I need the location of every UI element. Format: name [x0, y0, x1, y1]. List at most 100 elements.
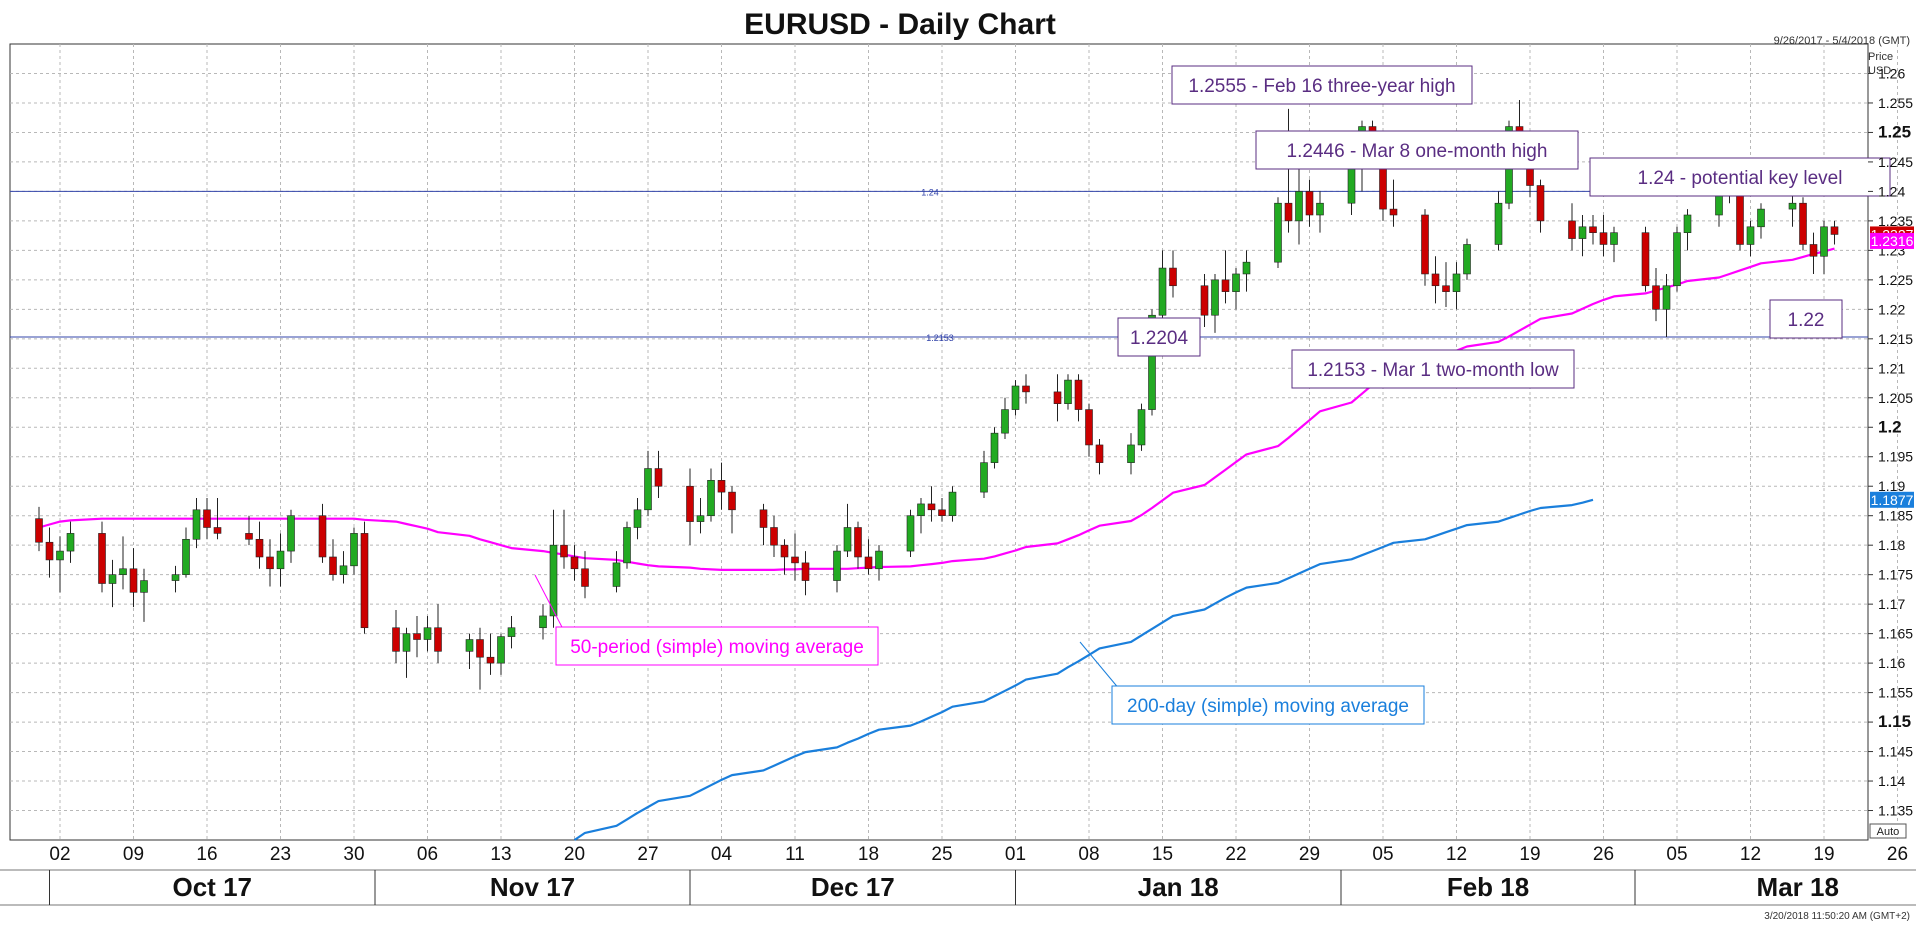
y-tick-label: 1.245	[1878, 154, 1913, 170]
candle-body	[1820, 226, 1828, 257]
price-badge	[1870, 232, 1914, 249]
candle	[182, 527, 190, 578]
candle-body	[140, 580, 148, 593]
candle	[1662, 273, 1671, 338]
candle	[1652, 268, 1660, 322]
y-tick-label: 1.2	[1878, 417, 1902, 436]
auto-scale-label[interactable]: Auto	[1877, 826, 1900, 838]
candle	[1053, 374, 1062, 422]
candle	[1568, 203, 1576, 251]
candle-body	[623, 527, 631, 564]
y-tick-label: 1.165	[1878, 626, 1913, 642]
y-tick-label: 1.24	[1878, 183, 1905, 199]
annotation-box	[1117, 317, 1201, 357]
candle	[1683, 209, 1692, 251]
annotation-text: 1.2446 - Mar 8 one-month high	[1287, 141, 1548, 162]
candle-body	[507, 627, 516, 637]
candle-body	[1074, 379, 1083, 410]
candle-body	[696, 515, 705, 522]
candle-body	[917, 503, 925, 517]
candle-body	[1641, 232, 1650, 287]
candle	[927, 486, 936, 522]
y-tick-label: 1.26	[1878, 65, 1905, 81]
candle-body	[497, 636, 505, 664]
candle	[266, 539, 274, 587]
x-tick-label: 19	[1813, 844, 1834, 865]
candle-body	[1316, 202, 1324, 216]
candle-body	[948, 491, 957, 517]
candle-body	[539, 615, 547, 629]
candle-body	[833, 550, 841, 581]
candle-body	[318, 515, 327, 558]
candle	[45, 527, 54, 578]
y-tick-label: 1.14	[1878, 773, 1905, 789]
candle	[1757, 203, 1765, 239]
x-tick-label: 06	[417, 844, 438, 865]
x-month-label: Feb 18	[1447, 872, 1529, 902]
x-tick-label: 05	[1666, 844, 1687, 865]
candle-body	[728, 491, 736, 511]
y-tick-label: 1.15	[1878, 712, 1911, 731]
candle-body	[980, 462, 988, 493]
candle-body	[707, 480, 715, 517]
reference-lines: 1.24 1.2153	[10, 187, 1868, 343]
candle	[644, 450, 652, 516]
candle-body	[1809, 244, 1818, 257]
candle-body	[276, 550, 285, 570]
candle	[1211, 273, 1219, 333]
candle-body	[1274, 202, 1282, 263]
candle-body	[686, 485, 694, 522]
candle-body	[476, 639, 484, 658]
candle-body	[203, 509, 211, 528]
candle	[255, 521, 264, 569]
candle	[213, 498, 222, 540]
candle-body	[413, 633, 421, 640]
auto-scale-button[interactable]	[1869, 823, 1907, 839]
candle	[1200, 273, 1209, 328]
candle-body	[213, 527, 222, 534]
annotation-text: 200-day (simple) moving average	[1127, 696, 1409, 717]
candle-body	[570, 556, 579, 570]
candle-body	[1137, 409, 1146, 446]
candle-body	[1284, 202, 1293, 222]
candle-body	[906, 515, 915, 552]
timestamp: 3/20/2018 11:50:20 AM (GMT+2)	[1764, 911, 1910, 922]
candle	[1673, 226, 1681, 292]
annotation-box	[1255, 130, 1579, 170]
candle-body	[770, 527, 778, 546]
candle	[770, 515, 778, 557]
candle	[1610, 226, 1618, 263]
x-tick-label: 04	[711, 844, 733, 865]
x-tick-label: 26	[1593, 844, 1614, 865]
candle	[203, 498, 211, 540]
annotation-box	[1589, 157, 1891, 197]
candle	[570, 545, 579, 581]
x-month-label: Nov 17	[490, 872, 575, 902]
annotation-text: 1.2204	[1130, 328, 1189, 349]
candle	[707, 468, 715, 522]
candle	[728, 486, 736, 534]
candle	[1011, 380, 1020, 416]
candle	[339, 551, 348, 584]
candle-body	[486, 656, 495, 664]
candle-body	[1022, 385, 1030, 393]
candle-body	[1662, 285, 1671, 310]
candle	[1074, 374, 1083, 422]
y-tick-label: 1.17	[1878, 596, 1905, 612]
x-tick-label: 22	[1225, 844, 1246, 865]
candle	[329, 539, 337, 581]
candle-body	[1746, 226, 1755, 245]
x-tick-label: 09	[123, 844, 144, 865]
x-tick-label: 23	[270, 844, 291, 865]
candle-body	[1011, 385, 1020, 410]
candle-body	[1148, 314, 1156, 410]
candle-body	[329, 556, 337, 575]
candle-body	[1788, 202, 1797, 210]
candle-body	[1578, 226, 1587, 239]
candle	[854, 521, 862, 569]
candle-body	[182, 538, 190, 575]
x-tick-label: 30	[343, 844, 364, 865]
candle-body	[1452, 273, 1461, 292]
x-tick-label: 12	[1446, 844, 1467, 865]
candle-body	[129, 568, 138, 593]
